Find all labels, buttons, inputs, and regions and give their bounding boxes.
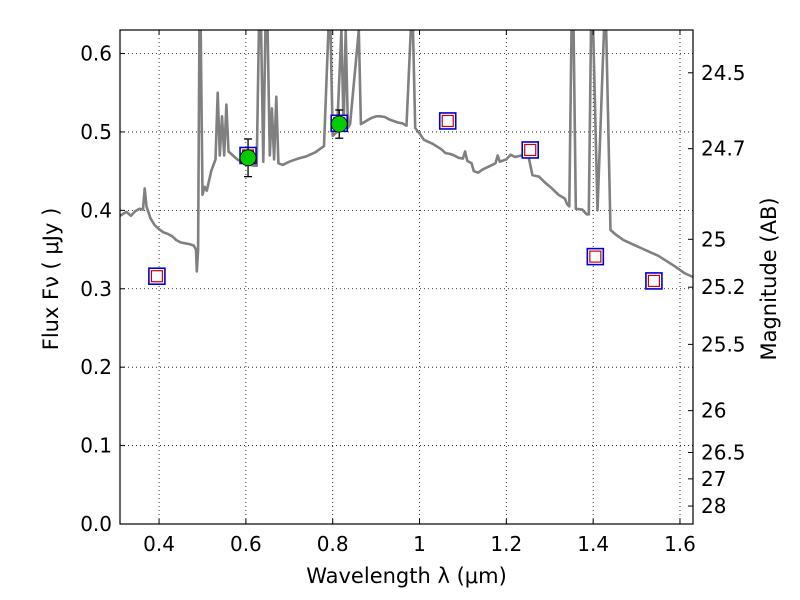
model-point-inner <box>150 270 163 283</box>
model-point-inner <box>524 143 537 157</box>
model-point-inner <box>589 250 602 263</box>
y2-tick-label: 26 <box>701 399 726 423</box>
model-point-outer <box>438 112 457 130</box>
template-spectrum-line <box>120 30 693 279</box>
model-point-outer <box>148 267 166 286</box>
x-tick-label: 0.6 <box>230 532 262 556</box>
axis-ticks: 0.4 0.6 0.8 1 1.2 1.4 1.6 0.0 0.1 0.2 0.3 0.4 0.5 0.6… <box>80 30 746 556</box>
model-point <box>645 272 663 290</box>
x-tick-label: 1 <box>413 532 426 556</box>
model-point-inner <box>647 274 661 288</box>
y2-axis-label: Magnitude (AB) <box>757 197 781 360</box>
model-point-outer <box>645 272 663 290</box>
observed-points <box>239 109 348 178</box>
y-axis-label: Flux Fν ( μJy ) <box>39 208 63 351</box>
observed-point <box>330 109 348 139</box>
template-spectrum <box>120 30 693 279</box>
y-tick-label: 0.6 <box>80 42 112 66</box>
model-point <box>148 267 166 286</box>
observed-point <box>239 138 257 178</box>
observed-marker <box>239 149 257 167</box>
y-tick-label: 0.0 <box>80 512 112 536</box>
y2-tick-label: 28 <box>701 494 726 518</box>
y2-tick-label: 26.5 <box>701 440 746 464</box>
x-tick-label: 1.4 <box>577 532 609 556</box>
y-tick-label: 0.1 <box>80 434 112 458</box>
y2-tick-label: 24.5 <box>701 61 746 85</box>
plot-frame <box>119 29 694 525</box>
model-point <box>586 247 605 266</box>
y2-tick-label: 24.7 <box>701 137 746 161</box>
y2-tick-label: 25 <box>701 227 726 251</box>
model-point-outer <box>586 247 605 266</box>
model-point-outer <box>521 141 540 159</box>
model-point-inner <box>441 114 454 128</box>
y-tick-label: 0.2 <box>80 355 112 379</box>
y-tick-label: 0.3 <box>80 277 112 301</box>
x-tick-label: 1.6 <box>664 532 696 556</box>
model-point <box>521 141 540 159</box>
y-tick-label: 0.5 <box>80 120 112 144</box>
observed-marker <box>330 115 348 133</box>
x-axis-label: Wavelength λ (μm) <box>306 564 507 588</box>
y2-tick-label: 25.5 <box>701 332 746 356</box>
model-point <box>438 112 457 130</box>
y2-tick-label: 25.2 <box>701 275 746 299</box>
y-tick-label: 0.4 <box>80 198 112 222</box>
x-tick-label: 1.2 <box>490 532 522 556</box>
x-tick-label: 0.8 <box>317 532 349 556</box>
y2-tick-label: 27 <box>701 467 726 491</box>
x-tick-label: 0.4 <box>143 532 175 556</box>
